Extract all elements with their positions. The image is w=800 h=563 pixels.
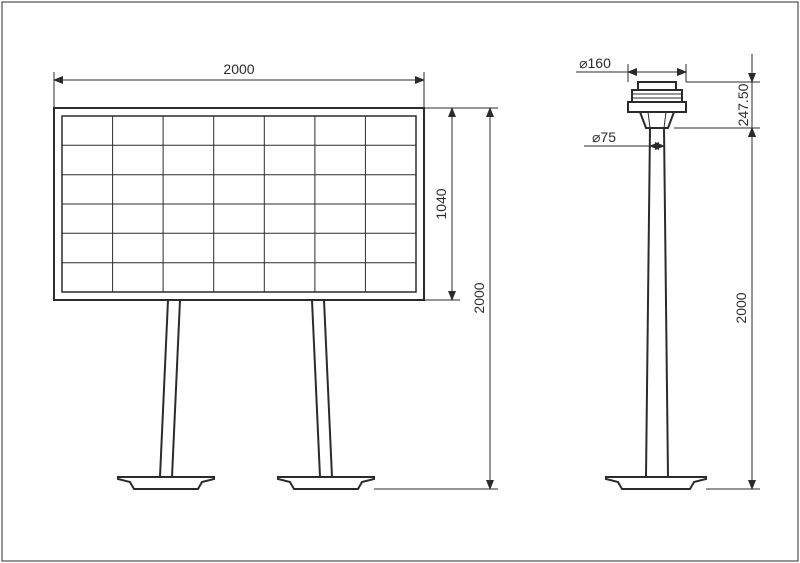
pole-right-edge bbox=[664, 128, 668, 477]
side-view: ⌀160 247.50 ⌀75 2000 bbox=[576, 54, 760, 489]
dim-panel-height-label: 1040 bbox=[433, 188, 449, 219]
dim-head-dia-label: ⌀160 bbox=[579, 55, 611, 71]
dim-front-overall-label: 2000 bbox=[471, 282, 487, 313]
dim-panel-width: 2000 bbox=[54, 61, 424, 108]
front-leg-left bbox=[118, 300, 214, 489]
front-view: 2000 1040 2000 bbox=[54, 61, 498, 489]
pole-left-edge bbox=[646, 128, 650, 477]
dim-panel-width-label: 2000 bbox=[223, 61, 254, 77]
dim-pole-height: 2000 bbox=[686, 128, 760, 489]
fixture-head bbox=[628, 82, 686, 128]
front-leg-right bbox=[278, 300, 374, 489]
dim-pole-dia-label: ⌀75 bbox=[592, 129, 616, 145]
dim-head-height-label: 247.50 bbox=[735, 83, 751, 126]
dim-panel-height: 1040 bbox=[424, 108, 460, 300]
dim-pole-dia: ⌀75 bbox=[584, 128, 664, 152]
dim-pole-height-label: 2000 bbox=[733, 292, 749, 323]
side-base bbox=[606, 477, 706, 489]
drawing-canvas: 2000 1040 2000 bbox=[0, 0, 800, 563]
panel-grid bbox=[62, 116, 416, 292]
dim-head-dia: ⌀160 bbox=[576, 55, 686, 82]
dim-front-overall-height: 2000 bbox=[374, 108, 498, 489]
